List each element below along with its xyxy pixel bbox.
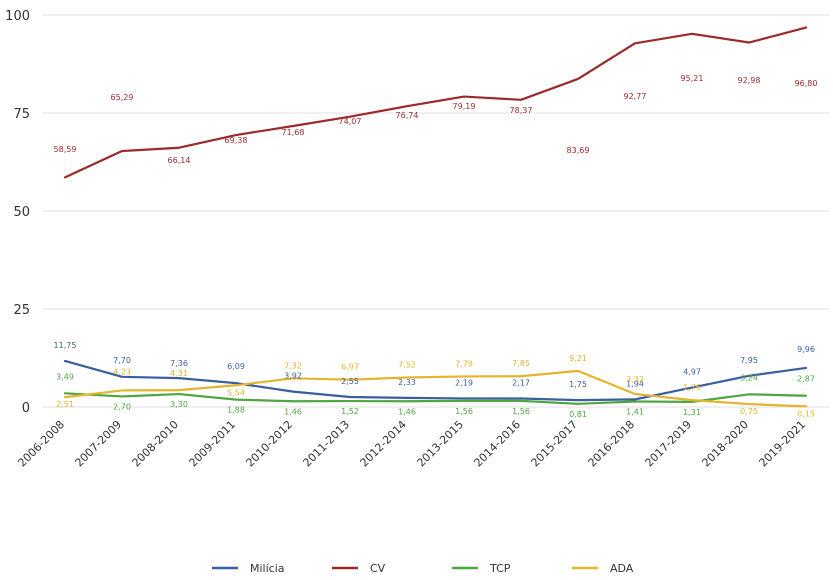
data-label: 2,33 [398,378,416,387]
data-label: 1,52 [341,407,359,416]
data-label: 2,87 [797,375,815,384]
x-tick-label: 2014-2016 [472,418,524,470]
data-label: 2,17 [512,378,530,387]
data-label: 95,21 [681,74,704,83]
data-label: 1,46 [284,407,302,416]
data-label: 1,88 [227,406,245,415]
data-label: 1,76 [683,383,701,392]
data-labels: 11,75 7,70 7,36 6,09 3,92 2,55 2,33 2,19 2,17 1,7… [54,74,818,419]
y-tick-label: 50 [13,205,30,220]
data-label: 92,77 [624,92,647,101]
data-label: 1,94 [626,379,644,388]
data-label: 6,09 [227,362,245,371]
data-label: 65,29 [111,93,134,102]
data-label: 2,19 [455,378,473,387]
data-label: 69,38 [225,136,248,145]
data-label: 3,49 [56,372,74,381]
data-label: 66,14 [168,156,191,165]
data-label: 7,95 [740,356,758,365]
legend-label: Milícia [250,562,285,575]
data-label: 2,55 [341,377,359,386]
data-label: 4,97 [683,368,701,377]
data-label: 2,51 [56,400,74,409]
data-label: 3,24 [740,373,758,382]
y-tick-label: 75 [13,107,30,122]
data-label: 6,97 [341,363,359,372]
x-tick-label: 2011-2013 [301,418,353,470]
data-label: 11,75 [54,341,77,350]
data-label: 7,85 [512,359,530,368]
data-label: 96,80 [795,79,818,88]
data-label: 3,30 [170,400,188,409]
x-tick-label: 2007-2009 [73,418,125,470]
x-tick-label: 2015-2017 [529,418,581,470]
data-label: 7,70 [113,356,131,365]
x-tick-label: 2016-2018 [586,418,638,470]
y-tick-label: 100 [5,9,30,24]
data-label: 4,31 [170,369,188,378]
data-label: 9,21 [569,354,587,363]
data-label: 7,32 [284,361,302,370]
x-tick-label: 2006-2008 [16,418,68,470]
x-tick-label: 2013-2015 [415,418,467,470]
data-label: 0,15 [797,409,815,418]
data-label: 7,52 [398,361,416,370]
series-line-mil-cia [63,359,808,402]
data-label: 5,54 [227,388,245,397]
data-label: 2,70 [113,402,131,411]
legend-label: CV [370,562,386,575]
legend-label: ADA [610,562,634,575]
data-label: 1,56 [512,407,530,416]
data-label: 7,79 [455,359,473,368]
data-label: 1,75 [569,380,587,389]
data-label: 71,68 [282,128,305,137]
data-label: 76,74 [396,111,419,120]
data-label: 83,69 [567,146,590,155]
series-lines [63,26,808,408]
data-label: 1,41 [626,407,644,416]
data-label: 9,96 [797,345,815,354]
x-tick-label: 2018-2020 [700,418,752,470]
x-tick-label: 2008-2010 [130,418,182,470]
data-label: 1,56 [455,407,473,416]
series-line-ada [63,369,808,408]
data-label: 1,46 [398,407,416,416]
y-axis: 0 25 50 75 100 [5,9,30,416]
x-tick-label: 2012-2014 [358,418,410,470]
data-label: 1,31 [683,408,701,417]
data-label: 92,98 [738,76,761,85]
x-axis: 2006-2008 2007-2009 2008-2010 2009-2011 2010… [16,418,809,470]
legend: Milícia CV TCP ADA [212,562,634,575]
data-label: 0,81 [569,410,587,419]
data-label: 58,59 [54,145,77,154]
series-line-tcp [63,392,808,405]
data-label: 7,36 [170,359,188,368]
x-tick-label: 2009-2011 [187,418,239,470]
y-tick-label: 25 [13,303,30,318]
data-label: 79,19 [453,102,476,111]
data-label: 3,92 [284,372,302,381]
data-label: 78,37 [510,106,533,115]
x-tick-label: 2019-2021 [757,418,809,470]
data-label: 4,23 [113,367,131,376]
y-tick-label: 0 [22,401,30,416]
series-line-cv [63,26,808,179]
data-label: 3,32 [626,375,644,384]
x-tick-label: 2017-2019 [643,418,695,470]
gridlines [42,14,830,408]
legend-label: TCP [489,562,511,575]
data-label: 74,07 [339,117,362,126]
x-tick-label: 2010-2012 [244,418,296,470]
data-label: 0,75 [740,407,758,416]
